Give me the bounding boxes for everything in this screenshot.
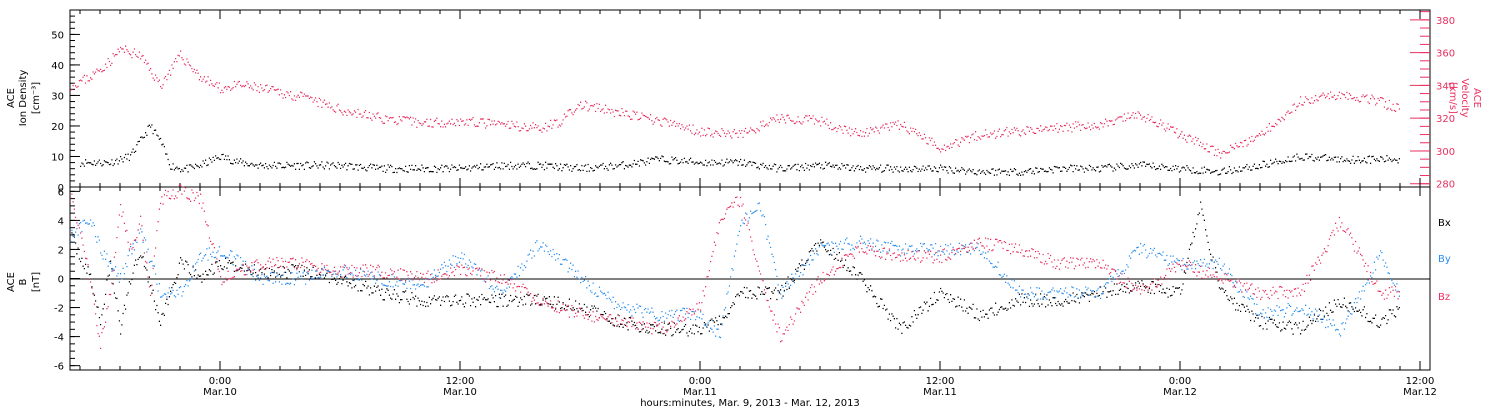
x-axis-labels: 0:00Mar.1012:00Mar.100:00Mar.1112:00Mar.… [203,376,1437,398]
velocity-label-line1: ACE [1471,88,1482,108]
x-tick-date: Mar.10 [203,387,237,398]
bfield-tick-label: 6 [58,187,64,198]
velocity-label-line2: Velocity [1459,78,1470,117]
legend-bz: Bz [1438,292,1450,303]
density-label-line3: [cm⁻³] [31,82,42,114]
bfield-series-by-points [70,202,1400,339]
x-tick-time: 0:00 [689,376,711,387]
x-tick-time: 12:00 [446,376,475,387]
density-series [80,124,1400,176]
density-tick-label: 20 [51,122,64,133]
bfield-series-bz [70,184,1400,350]
x-tick-time: 0:00 [1169,376,1191,387]
bfield-label-line1: ACE [6,272,17,292]
x-tick-date: Mar.10 [443,387,477,398]
density-tick-label: 0 [58,183,64,194]
velocity-tick-label: 380 [1436,16,1455,27]
x-tick-date: Mar.12 [1403,387,1437,398]
density-label-line1: ACE [6,88,17,108]
x-axis-title: hours:minutes, Mar. 9, 2013 - Mar. 12, 2… [640,398,860,409]
bfield-label-line2: B [18,278,29,285]
density-tick-label: 30 [51,91,64,102]
velocity-tick-label: 340 [1436,81,1455,92]
legend-by: By [1438,254,1451,265]
x-tick-time: 12:00 [926,376,955,387]
bfield-series-by [70,202,1400,339]
top-panel-frame [69,9,1431,188]
bfield-series-bz-points [70,184,1400,350]
legend-bx: Bx [1438,218,1451,229]
velocity-label-line3: [km/s] [1447,82,1458,114]
bfield-series-bx-points [70,201,1400,337]
bfield-label-line3: [nT] [31,272,42,292]
density-tick-label: 50 [51,30,64,41]
x-tick-date: Mar.11 [683,387,717,398]
data-series [70,45,1400,350]
bfield-tick-label: 0 [58,275,64,286]
density-tick-label: 10 [51,152,64,163]
velocity-series-points [70,45,1400,159]
bfield-tick-label: 4 [58,216,64,227]
bfield-tick-label: -6 [54,362,64,373]
velocity-tick-label: 360 [1436,49,1455,60]
density-tick-label: 40 [51,61,64,72]
axis-ticks: 0 10 20 30 40 50 280 300 320 340 360 380 -6 -4 -2 0 2 4 6 [51,9,1455,373]
bfield-tick-label: 2 [58,245,64,256]
x-tick-time: 0:00 [209,376,231,387]
bfield-tick-label: -2 [54,304,64,315]
velocity-tick-label: 320 [1436,114,1455,125]
density-label-line2: Ion Density [18,70,29,127]
velocity-series [70,45,1400,159]
x-tick-time: 12:00 [1406,376,1435,387]
bfield-series-bx [70,201,1400,337]
bfield-tick-label: -4 [54,333,64,344]
velocity-tick-label: 280 [1436,180,1455,191]
x-tick-date: Mar.11 [923,387,957,398]
velocity-tick-label: 300 [1436,147,1455,158]
density-series-points [80,124,1400,176]
x-tick-date: Mar.12 [1163,387,1197,398]
